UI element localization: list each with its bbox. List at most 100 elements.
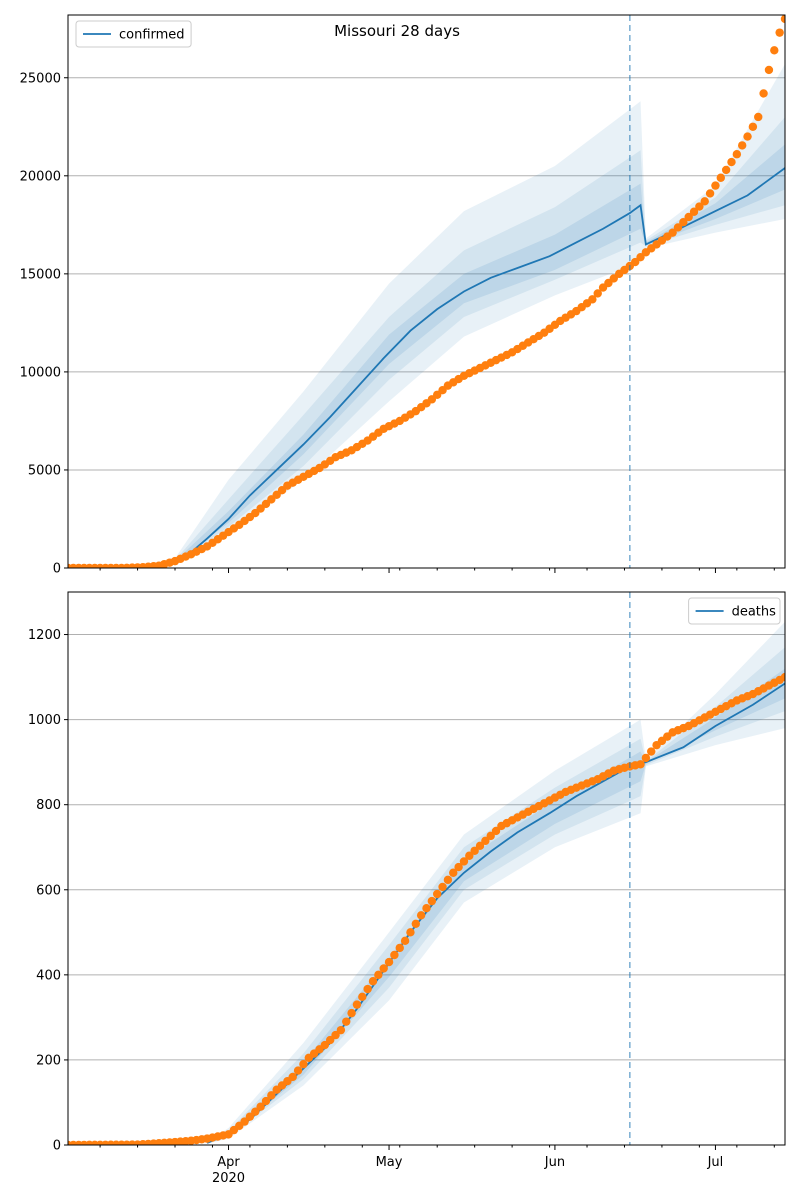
deaths-observed-point [406,928,415,937]
deaths-observed-point [443,875,453,885]
deaths-panel: 0 200 400 600 800 1000 1200 Apr 2020 May Jun Jul dea… [28,591,786,1186]
deaths-observed-point [325,1035,335,1045]
deaths-observed-point [427,896,437,906]
deaths-observed-point [261,1096,271,1106]
confirmed-ytick-label: 0 [53,562,61,577]
confirmed-panel: 0 5000 10000 15000 20000 25000 confirmed [20,14,786,577]
confirmed-observed-point [743,132,752,141]
confirmed-observed-point [668,228,677,237]
deaths-observed-point [240,1117,249,1126]
confirmed-observed-point [695,202,704,211]
deaths-band-mid-area [207,647,785,1144]
deaths-ytick-label: 0 [53,1139,61,1154]
deaths-xtick-label: Apr 2020 [212,1155,245,1186]
confirmed-observed-point [705,189,715,198]
confirmed-observed-point [636,252,645,262]
confirmed-observed-point [775,28,784,37]
confirmed-observed-point [711,181,720,190]
deaths-observed-point [400,936,410,946]
deaths-observed-point [336,1025,346,1035]
deaths-observed-point [395,943,404,953]
deaths-observed-point [647,747,656,756]
confirmed-axes-frame [67,14,786,569]
confirmed-observed-point [737,141,747,150]
confirmed-observed-point [679,218,688,227]
deaths-xtick-label: Jul [707,1155,724,1170]
confirmed-ytick-label: 10000 [20,365,61,380]
confirmed-observed-point [759,89,768,98]
confirmed-median-line [174,167,785,563]
deaths-band-inner-area [207,668,785,1144]
confirmed-legend: confirmed [75,20,192,48]
deaths-observed-point [411,919,420,928]
deaths-observed-point [363,984,372,994]
deaths-observed-point [293,1066,303,1075]
deaths-observed-point [486,831,495,841]
deaths-xtick-label: May [376,1155,403,1170]
deaths-observed-point [491,826,501,836]
confirmed-ytick-label: 15000 [20,267,61,282]
confirmed-observed-point [689,207,699,216]
deaths-observed-point [481,836,490,846]
confirmed-legend-label: confirmed [119,28,185,43]
deaths-observed-point [636,760,645,769]
deaths-observed-point [256,1102,265,1111]
deaths-plot-area [68,621,785,1145]
deaths-observed-point [320,1040,330,1050]
deaths-observed-point [384,957,394,967]
confirmed-plot-area [68,15,785,568]
confirmed-observed-point [754,112,763,122]
confirmed-ytick-label: 25000 [20,71,61,86]
confirmed-observed-point [770,46,779,55]
deaths-observed-point [641,753,651,763]
deaths-observed-point [358,992,367,1002]
deaths-ytick-label: 1200 [28,628,61,643]
deaths-observed-point [438,882,447,892]
deaths-observed-point [352,1000,362,1009]
deaths-observed-point [475,841,485,851]
figure-title: Missouri 28 days [334,22,460,40]
deaths-observed-point [379,964,388,973]
deaths-observed-point [288,1072,297,1082]
confirmed-observed-point [593,289,602,298]
confirmed-observed-point [721,165,731,175]
deaths-observed-point [422,904,431,913]
deaths-observed-point [251,1107,260,1116]
deaths-observed-point [267,1091,276,1100]
deaths-legend: deaths [688,597,781,625]
deaths-ytick-label: 800 [36,798,61,813]
deaths-ytick-label: 600 [36,883,61,898]
deaths-ytick-label: 200 [36,1053,61,1068]
deaths-observed-point [454,862,463,872]
confirmed-observed-point [588,295,597,304]
confirmed-observed-point [748,122,758,131]
confirmed-observed-point [630,257,640,267]
deaths-observed-point [368,977,378,986]
deaths-observed-point [465,851,474,860]
confirmed-observed-point [764,65,774,75]
deaths-observed-point [299,1059,308,1069]
confirmed-observed-point [732,150,742,159]
confirmed-ytick-label: 20000 [20,169,61,184]
confirmed-observed-point [700,197,709,206]
deaths-observed-point [459,857,469,866]
deaths-ytick-label: 1000 [28,713,61,728]
confirmed-observed-point [673,223,683,232]
confirmed-observed-point [727,157,736,167]
confirmed-observed-point [684,212,693,222]
confirmed-ytick-label: 5000 [28,463,61,478]
deaths-xtick-label: Jun [544,1155,565,1170]
confirmed-observed-point [716,173,725,182]
confirmed-observed-point [780,15,785,24]
deaths-observed-point [347,1008,356,1018]
deaths-observed-point [780,672,785,682]
deaths-observed-point [390,950,399,960]
confirmed-band-outer-area [175,64,785,565]
deaths-axes-frame [67,591,786,1146]
deaths-observed-point [342,1017,351,1026]
deaths-observed-point [331,1030,340,1040]
confirmed-band-mid-area [175,116,785,564]
deaths-observed-point [416,911,426,920]
deaths-legend-label: deaths [732,605,777,620]
